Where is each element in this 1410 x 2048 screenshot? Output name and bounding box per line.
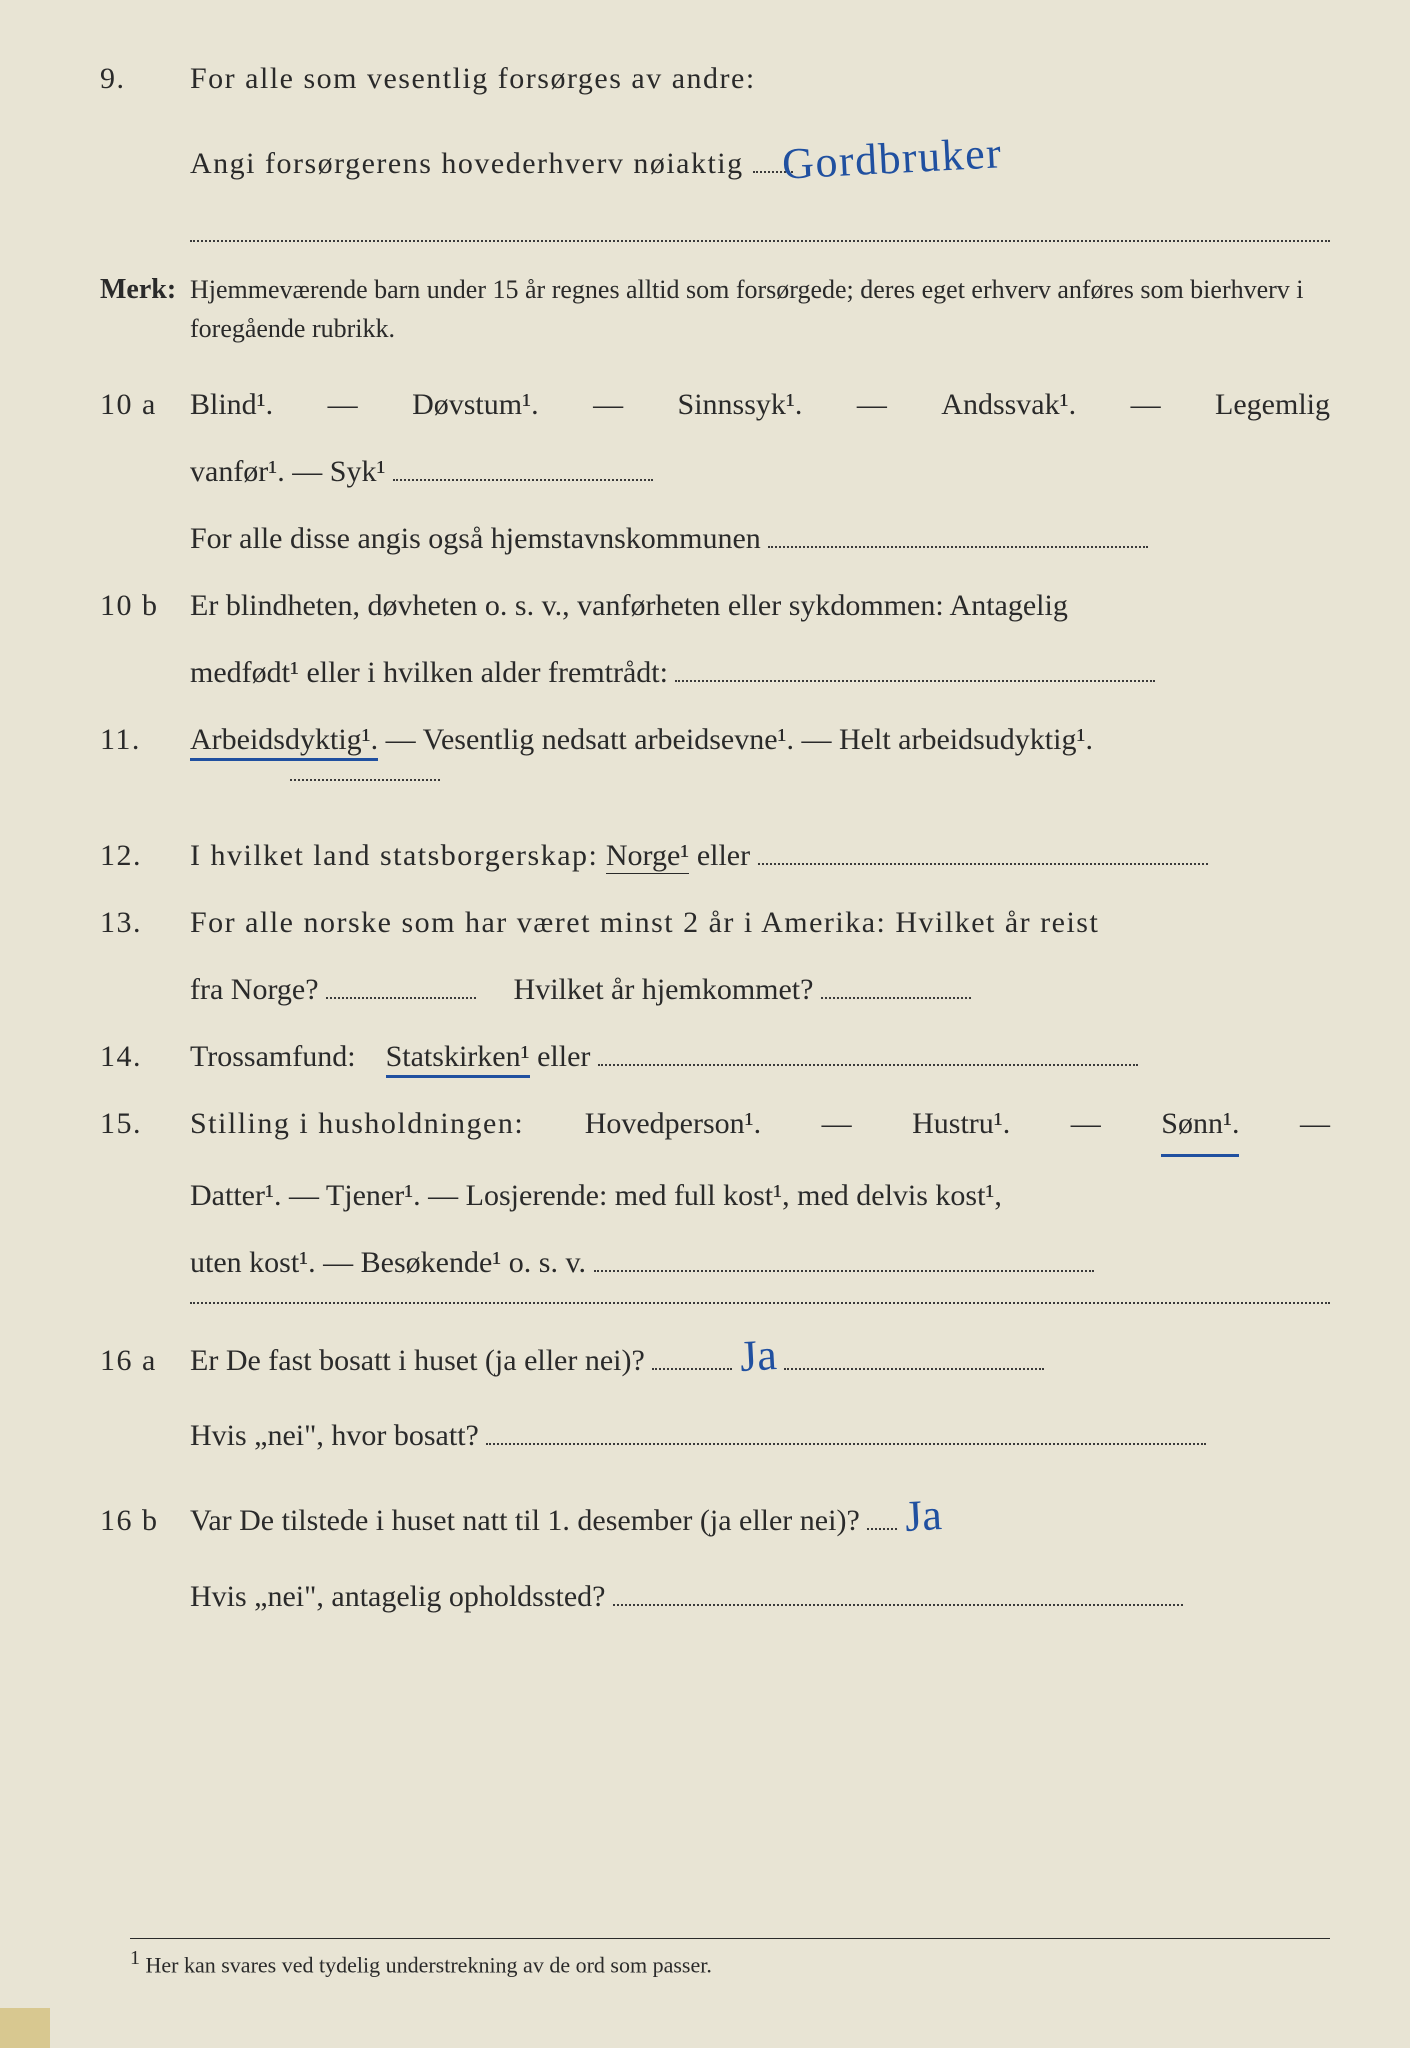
q10a-options: Blind¹. — Døvstum¹. — Sinnssyk¹. — Andss… [190,376,1330,433]
q12-row: 12. I hvilket land statsborgerskap: Norg… [100,827,1330,884]
merk-label: Merk: [100,274,190,306]
q15-sonn-underlined: Sønn¹. [1161,1095,1239,1157]
q11-opt-a-underlined: Arbeidsdyktig¹. [190,723,378,761]
q15-row3: uten kost¹. — Besøkende¹ o. s. v. [100,1234,1330,1291]
q12-number: 12. [100,839,190,873]
q13-number: 13. [100,906,190,940]
q9-heading: For alle som vesentlig forsørges av andr… [190,50,1330,107]
q11-row: 11. Arbeidsdyktig¹. — Vesentlig nedsatt … [100,711,1330,768]
q9-line2: Angi forsørgerens hovederhverv nøiaktig … [190,117,1330,201]
q10b-text1: Er blindheten, døvheten o. s. v., vanfør… [190,577,1330,634]
q11-blank-line [290,778,440,781]
q13-row1: 13. For alle norske som har været minst … [100,894,1330,951]
corner-stain [0,2008,50,2048]
q16a-row1: 16 a Er De fast bosatt i huset (ja eller… [100,1314,1330,1398]
q9-number: 9. [100,62,190,96]
q10b-number: 10 b [100,589,190,623]
merk-row: Merk: Hjemmeværende barn under 15 år reg… [100,270,1330,348]
q16b-answer: Ja [903,1473,944,1558]
q16a-answer: Ja [738,1313,779,1398]
merk-text: Hjemmeværende barn under 15 år regnes al… [190,270,1330,348]
q9-handwritten-answer: Gordbruker [780,111,1004,206]
q9-line2-row: Angi forsørgerens hovederhverv nøiaktig … [100,117,1330,201]
q15-blank-line [190,1301,1330,1304]
q16a-number: 16 a [100,1344,190,1378]
q15-row2: Datter¹. — Tjener¹. — Losjerende: med fu… [100,1167,1330,1224]
q9-line1: 9. For alle som vesentlig forsørges av a… [100,50,1330,107]
footnote: 1 Her kan svares ved tydelig understrekn… [130,1938,1330,1978]
q14-statskirken-underlined: Statskirken¹ [386,1040,530,1078]
q10a-row3: For alle disse angis også hjemstavnskomm… [100,510,1330,567]
q16b-number: 16 b [100,1504,190,1538]
q12-norway-underlined: Norge¹ [606,839,689,874]
q10a-number: 10 a [100,388,190,422]
form-page: 9. For alle som vesentlig forsørges av a… [0,0,1410,2048]
q10b-row2: medfødt¹ eller i hvilken alder fremtrådt… [100,644,1330,701]
q10a-row2: vanfør¹. — Syk¹ [100,443,1330,500]
q16b-row2: Hvis „nei", antagelig opholdssted? [100,1568,1330,1625]
q9-blank-line [190,239,1330,242]
q14-number: 14. [100,1040,190,1074]
q10b-row1: 10 b Er blindheten, døvheten o. s. v., v… [100,577,1330,634]
q13-row2: fra Norge? Hvilket år hjemkommet? [100,961,1330,1018]
q10a-row1: 10 a Blind¹. — Døvstum¹. — Sinnssyk¹. — … [100,376,1330,433]
q15-number: 15. [100,1107,190,1141]
q16a-row2: Hvis „nei", hvor bosatt? [100,1407,1330,1464]
q14-row: 14. Trossamfund: Statskirken¹ eller [100,1028,1330,1085]
q15-row1: 15. Stilling i husholdningen: Hovedperso… [100,1095,1330,1157]
q16b-row1: 16 b Var De tilstede i huset natt til 1.… [100,1474,1330,1558]
q11-number: 11. [100,723,190,757]
